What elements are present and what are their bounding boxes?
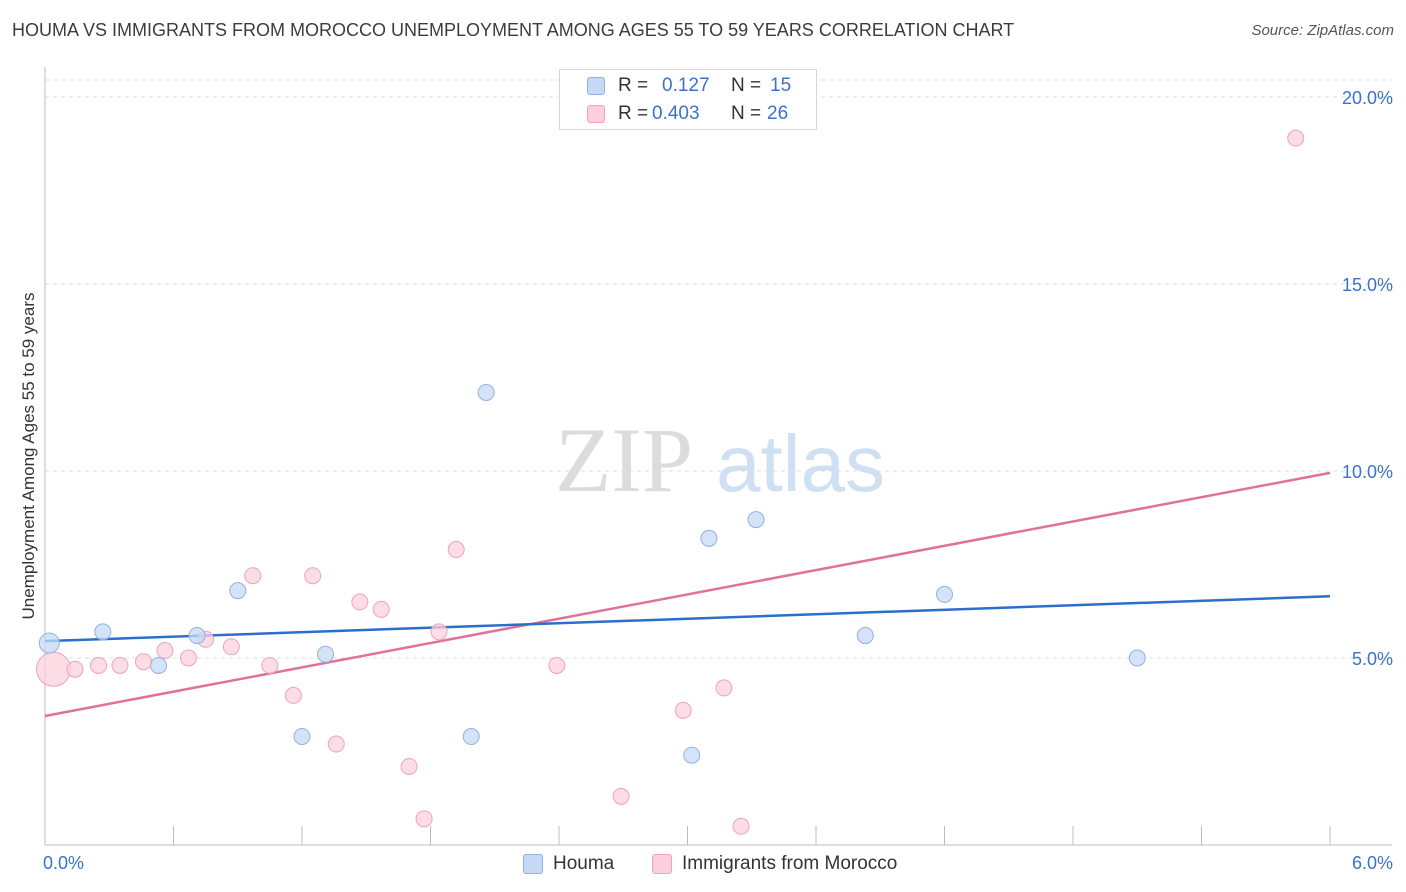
y-tick-label: 15.0% [1342, 275, 1393, 295]
morocco-point [415, 810, 433, 828]
morocco-point [135, 653, 153, 671]
houma-swatch [587, 77, 605, 95]
bottom-houma-label: Houma [553, 853, 615, 874]
morocco-point [351, 593, 369, 611]
morocco-point [612, 787, 630, 805]
houma-point [317, 645, 335, 663]
houma-point [1128, 649, 1146, 667]
morocco-point [156, 642, 174, 660]
houma-point [683, 746, 701, 764]
chart-source: Source: ZipAtlas.com [1251, 22, 1394, 39]
morocco-point [284, 686, 302, 704]
morocco-point [327, 735, 345, 753]
morocco-point [674, 701, 692, 719]
morocco-point [430, 623, 448, 641]
morocco-point [179, 649, 197, 667]
morocco-point [111, 656, 129, 674]
chart-title: HOUMA VS IMMIGRANTS FROM MOROCCO UNEMPLO… [12, 20, 1015, 40]
houma-point [150, 656, 168, 674]
morocco-point [1287, 129, 1305, 147]
morocco-point [244, 567, 262, 585]
houma-point [477, 383, 495, 401]
morocco-point [90, 656, 108, 674]
bottom-houma-swatch [523, 854, 543, 874]
y-tick-label: 5.0% [1352, 649, 1393, 669]
morocco-trend-line [44, 471, 1331, 718]
morocco-point [447, 541, 465, 559]
x-tick-label: 6.0% [1352, 853, 1393, 873]
y-tick-label: 20.0% [1342, 88, 1393, 108]
morocco-point [372, 600, 390, 618]
bottom-morocco-swatch [652, 854, 672, 874]
houma-point [462, 728, 480, 746]
houma-point [94, 623, 112, 641]
houma-point [936, 585, 953, 603]
morocco-point [715, 679, 733, 697]
morocco-swatch [587, 105, 605, 123]
houma-n-label: N = [731, 75, 762, 96]
morocco-point [66, 660, 84, 678]
stats-legend: R = 0.127 N = 15 R = 0.403 N = 26 [559, 69, 817, 130]
houma-point [38, 632, 60, 654]
y-axis-title: Unemployment Among Ages 55 to 59 years [19, 292, 38, 620]
houma-point [188, 627, 206, 645]
x-tick-label: 0.0% [43, 853, 84, 873]
watermark-atlas: atlas [716, 419, 885, 508]
morocco-point [36, 651, 72, 687]
houma-point [747, 511, 765, 529]
houma-point [700, 529, 718, 547]
watermark-zip: ZIP [555, 409, 693, 511]
houma-r-value: 0.127 [662, 75, 710, 96]
houma-point [293, 728, 311, 746]
morocco-point [732, 817, 750, 835]
bottom-legend-morocco: Immigrants from Morocco [652, 852, 897, 876]
morocco-r-label: R = [618, 103, 649, 124]
morocco-n-value: 26 [767, 103, 789, 124]
morocco-point [304, 567, 322, 585]
y-tick-label: 10.0% [1342, 462, 1393, 482]
legend-row-houma: R = 0.127 N = 15 [560, 72, 818, 100]
morocco-point [222, 638, 240, 656]
morocco-point [548, 656, 566, 674]
watermark: ZIP atlas [555, 409, 885, 511]
morocco-r-value: 0.403 [652, 103, 700, 124]
bottom-legend-houma: Houma [523, 852, 614, 876]
houma-n-value: 15 [770, 75, 792, 96]
morocco-point [261, 656, 279, 674]
morocco-point [400, 757, 418, 775]
morocco-n-label: N = [731, 103, 762, 124]
houma-r-label: R = [618, 75, 649, 96]
houma-trend-line [44, 595, 1331, 643]
houma-point [856, 627, 874, 645]
bottom-morocco-label: Immigrants from Morocco [682, 853, 898, 874]
houma-point [229, 582, 247, 600]
legend-row-morocco: R = 0.403 N = 26 [560, 100, 818, 128]
